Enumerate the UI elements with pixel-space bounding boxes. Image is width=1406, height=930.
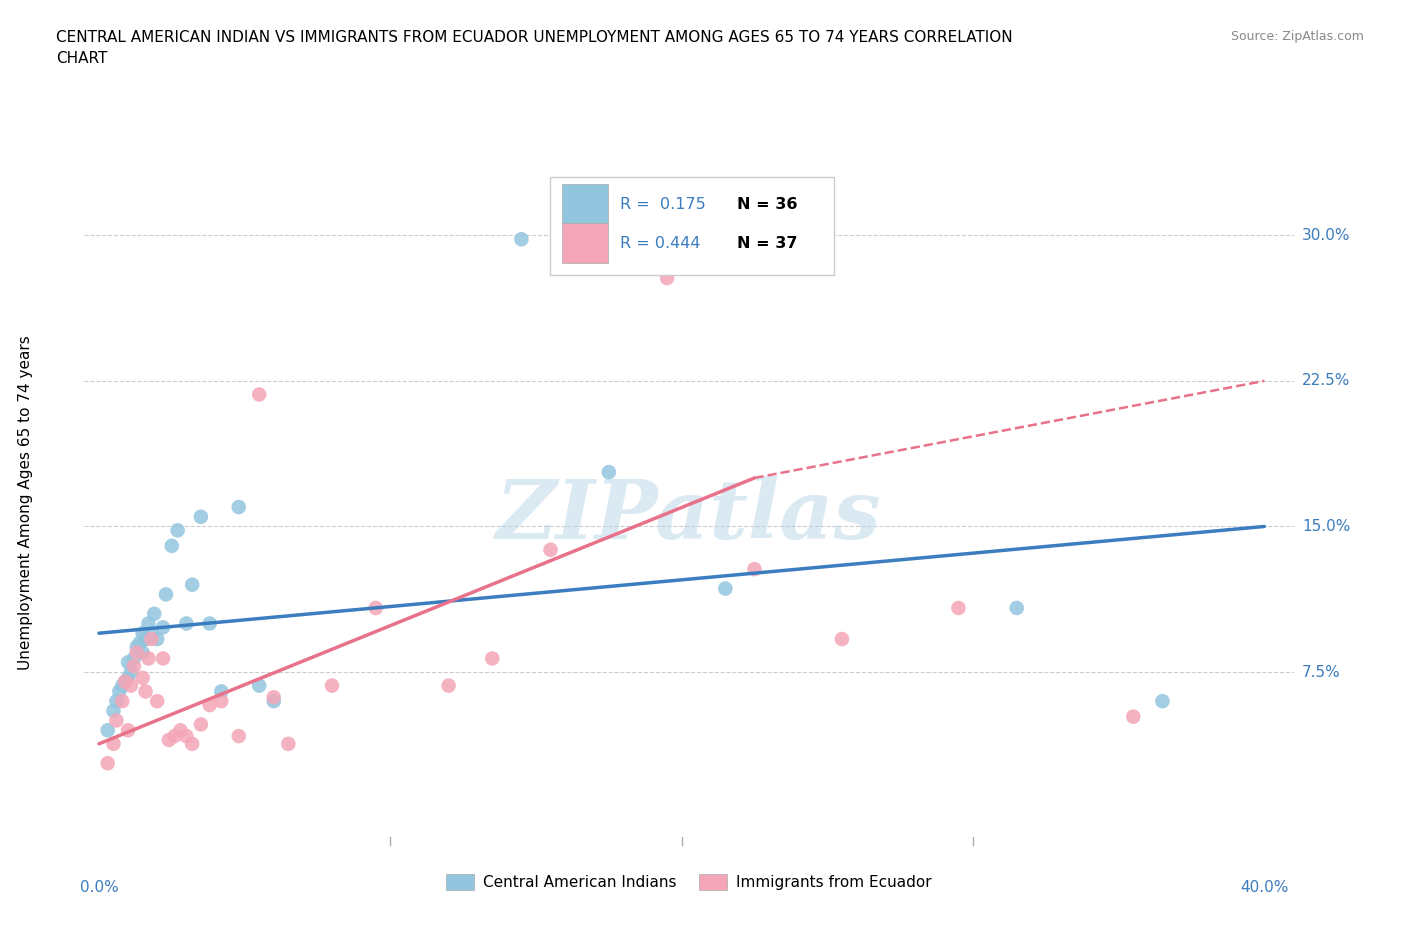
Point: [103, 703, 125, 718]
Point: [120, 678, 142, 693]
Point: [540, 542, 562, 557]
Point: [321, 678, 343, 693]
Point: [247, 387, 270, 402]
Point: [131, 626, 153, 641]
Point: [157, 733, 180, 748]
Text: 15.0%: 15.0%: [1302, 519, 1350, 534]
Point: [117, 723, 139, 737]
Point: [277, 737, 299, 751]
Point: [364, 601, 387, 616]
Point: [263, 694, 285, 709]
Point: [125, 645, 148, 660]
Point: [166, 523, 188, 538]
Point: [263, 690, 285, 705]
Point: [152, 620, 174, 635]
Point: [117, 671, 139, 685]
Point: [437, 678, 460, 693]
Text: Unemployment Among Ages 65 to 74 years: Unemployment Among Ages 65 to 74 years: [18, 335, 32, 670]
Point: [141, 631, 163, 646]
Point: [169, 723, 191, 737]
Point: [146, 694, 169, 709]
Point: [831, 631, 853, 646]
Point: [117, 655, 139, 670]
Point: [97, 756, 120, 771]
Point: [128, 635, 150, 650]
Point: [209, 684, 232, 698]
Point: [190, 717, 212, 732]
Text: N = 37: N = 37: [737, 235, 797, 250]
Point: [481, 651, 503, 666]
Point: [125, 639, 148, 654]
Text: ZIPatlas: ZIPatlas: [496, 475, 882, 555]
Point: [948, 601, 970, 616]
Point: [181, 578, 204, 592]
Point: [228, 499, 250, 514]
Point: [135, 631, 157, 646]
Point: [1005, 601, 1028, 616]
Point: [114, 674, 136, 689]
Point: [105, 694, 128, 709]
Text: 30.0%: 30.0%: [1302, 228, 1350, 243]
Legend: Central American Indians, Immigrants from Ecuador: Central American Indians, Immigrants fro…: [440, 868, 938, 897]
Point: [228, 728, 250, 743]
Text: R =  0.175: R = 0.175: [620, 197, 706, 212]
Point: [655, 271, 678, 286]
Point: [122, 651, 145, 666]
Point: [598, 465, 620, 480]
Point: [198, 616, 221, 631]
Text: CHART: CHART: [56, 51, 108, 66]
Point: [97, 723, 120, 737]
Point: [176, 616, 198, 631]
Point: [209, 694, 232, 709]
Text: R = 0.444: R = 0.444: [620, 235, 700, 250]
Text: 22.5%: 22.5%: [1302, 374, 1350, 389]
Point: [1122, 710, 1144, 724]
Text: 7.5%: 7.5%: [1302, 665, 1340, 680]
Bar: [562, 184, 607, 224]
Point: [111, 694, 134, 709]
Point: [138, 616, 160, 631]
Text: N = 36: N = 36: [737, 197, 797, 212]
Point: [160, 538, 183, 553]
Point: [120, 665, 142, 680]
Point: [103, 737, 125, 751]
Point: [143, 606, 166, 621]
Point: [155, 587, 177, 602]
Point: [131, 645, 153, 660]
Point: [122, 658, 145, 673]
FancyBboxPatch shape: [550, 178, 834, 274]
Point: [1152, 694, 1174, 709]
Point: [198, 698, 221, 712]
Point: [146, 631, 169, 646]
Point: [176, 728, 198, 743]
Point: [111, 678, 134, 693]
Point: [108, 684, 131, 698]
Point: [744, 562, 766, 577]
Point: [510, 232, 533, 246]
Point: [190, 510, 212, 525]
Bar: [562, 223, 607, 263]
Text: CENTRAL AMERICAN INDIAN VS IMMIGRANTS FROM ECUADOR UNEMPLOYMENT AMONG AGES 65 TO: CENTRAL AMERICAN INDIAN VS IMMIGRANTS FR…: [56, 30, 1012, 45]
Point: [714, 581, 737, 596]
Point: [135, 684, 157, 698]
Point: [105, 713, 128, 728]
Text: Source: ZipAtlas.com: Source: ZipAtlas.com: [1230, 30, 1364, 43]
Point: [138, 651, 160, 666]
Point: [141, 626, 163, 641]
Text: 40.0%: 40.0%: [1240, 880, 1288, 895]
Point: [181, 737, 204, 751]
Point: [163, 728, 186, 743]
Point: [152, 651, 174, 666]
Point: [114, 674, 136, 689]
Text: 0.0%: 0.0%: [80, 880, 118, 895]
Point: [131, 671, 153, 685]
Point: [247, 678, 270, 693]
